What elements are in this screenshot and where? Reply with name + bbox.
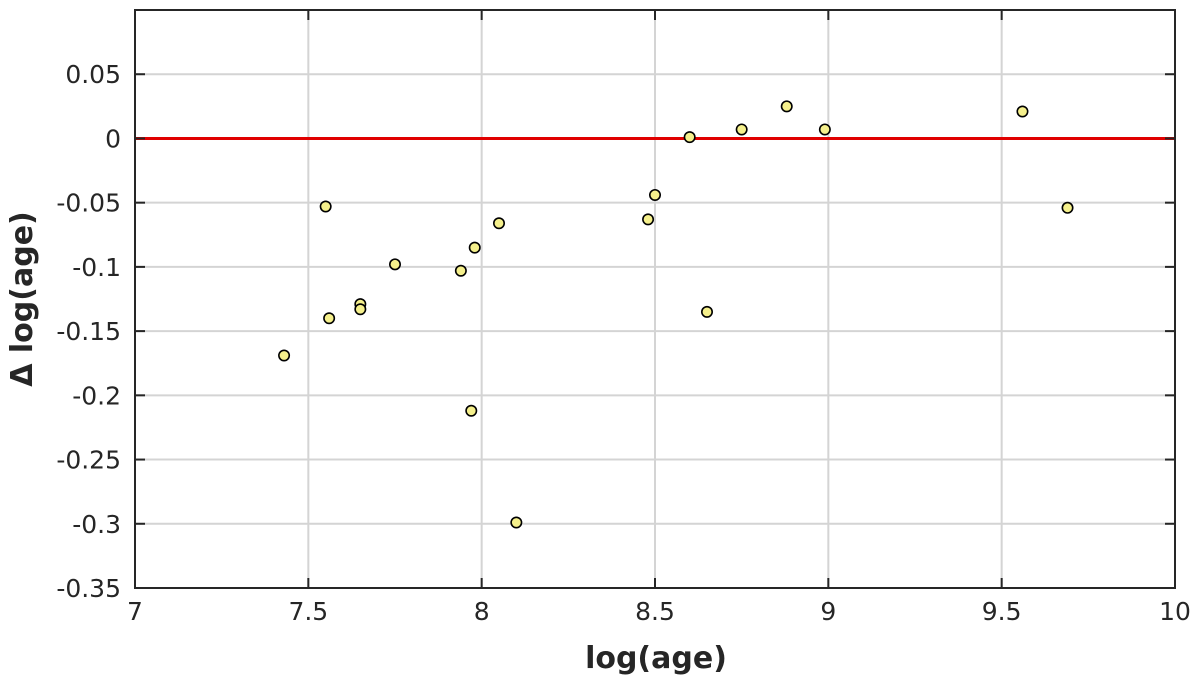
data-point bbox=[388, 258, 401, 271]
data-point bbox=[278, 349, 291, 362]
y-tick-label: 0.05 bbox=[65, 60, 121, 89]
data-point bbox=[319, 200, 332, 213]
data-point bbox=[465, 404, 478, 417]
y-tick-label: -0.1 bbox=[72, 253, 121, 282]
x-axis-label: log(age) bbox=[585, 641, 727, 676]
x-tick-label: 9.5 bbox=[982, 597, 1022, 626]
x-tick-label: 7.5 bbox=[288, 597, 328, 626]
data-point bbox=[683, 131, 696, 144]
data-point bbox=[1061, 201, 1074, 214]
y-tick-label: -0.05 bbox=[56, 189, 121, 218]
y-tick-label: 0 bbox=[105, 124, 121, 153]
data-point bbox=[492, 217, 505, 230]
data-point bbox=[648, 188, 661, 201]
data-point bbox=[735, 123, 748, 136]
data-point bbox=[454, 264, 467, 277]
data-point bbox=[354, 303, 367, 316]
x-tick-label: 8 bbox=[474, 597, 490, 626]
ticks: 7 7.5 8 8.5 9 9.5 10 0.05 0 -0.05 -0.1 -0.15 -0.2 -0.… bbox=[56, 10, 1191, 626]
data-point bbox=[468, 241, 481, 254]
x-tick-label: 10 bbox=[1159, 597, 1191, 626]
data-point bbox=[818, 123, 831, 136]
data-point bbox=[323, 312, 336, 325]
y-axis-label: Δ log(age) bbox=[5, 211, 40, 387]
y-tick-label: -0.2 bbox=[72, 381, 121, 410]
y-tick-label: -0.35 bbox=[56, 574, 121, 603]
data-point bbox=[1016, 105, 1029, 118]
x-tick-label: 9 bbox=[820, 597, 836, 626]
y-tick-label: -0.25 bbox=[56, 446, 121, 475]
data-point bbox=[780, 100, 793, 113]
y-tick-label: -0.3 bbox=[72, 510, 121, 539]
data-point bbox=[700, 305, 713, 318]
x-tick-label: 7 bbox=[127, 597, 143, 626]
data-point bbox=[510, 516, 523, 529]
y-tick-label: -0.15 bbox=[56, 317, 121, 346]
x-tick-label: 8.5 bbox=[635, 597, 675, 626]
grid bbox=[135, 10, 1175, 588]
data-points bbox=[278, 100, 1074, 529]
data-point bbox=[642, 213, 655, 226]
